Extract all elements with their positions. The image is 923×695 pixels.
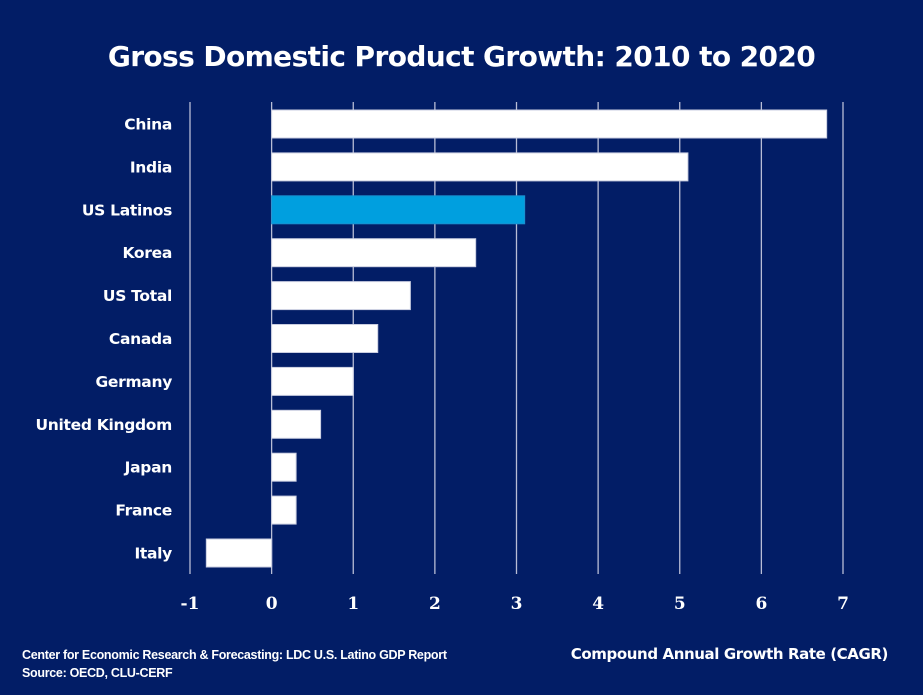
source-note: Center for Economic Research & Forecasti…: [22, 646, 447, 682]
x-tick-label: 7: [837, 594, 849, 614]
category-label: Korea: [122, 244, 172, 262]
category-label: China: [124, 116, 172, 134]
category-label: US Latinos: [82, 201, 172, 219]
x-tick-label: -1: [181, 594, 200, 614]
bar-korea: [271, 238, 477, 268]
bar-italy: [205, 538, 273, 568]
category-label: Japan: [124, 459, 172, 477]
x-tick-label: 4: [592, 594, 604, 614]
bar-united-kingdom: [271, 409, 322, 439]
source-line-1: Center for Economic Research & Forecasti…: [22, 648, 447, 662]
x-tick-label: 6: [755, 594, 767, 614]
source-line-2: Source: OECD, CLU-CERF: [22, 666, 173, 680]
x-tick-label: 2: [429, 594, 441, 614]
x-tick-label: 5: [674, 594, 686, 614]
bar-germany: [271, 366, 354, 396]
x-tick-label: 3: [511, 594, 523, 614]
bar-china: [271, 109, 828, 139]
category-label: US Total: [103, 287, 172, 305]
x-tick-label: 1: [347, 594, 359, 614]
category-label: France: [115, 502, 172, 520]
bar-india: [271, 152, 689, 182]
chart-title: Gross Domestic Product Growth: 2010 to 2…: [107, 40, 816, 73]
category-labels: China India US Latinos Korea US Total Canada G…: [36, 116, 173, 563]
bar-us-latinos: [271, 195, 526, 225]
x-tick-label: 0: [266, 594, 278, 614]
category-label: Canada: [109, 330, 172, 348]
category-label: Germany: [95, 373, 172, 391]
bar-canada: [271, 324, 379, 353]
category-label: Italy: [134, 545, 172, 563]
category-label: United Kingdom: [36, 416, 173, 434]
x-tick-labels: -1 0 1 2 3 4 5 6 7: [181, 594, 849, 614]
x-axis-label: Compound Annual Growth Rate (CAGR): [570, 645, 889, 663]
bar-japan: [271, 452, 297, 482]
category-label: India: [130, 158, 172, 176]
bar-us-total: [271, 281, 411, 311]
bar-france: [271, 495, 297, 525]
bars: [205, 109, 828, 568]
